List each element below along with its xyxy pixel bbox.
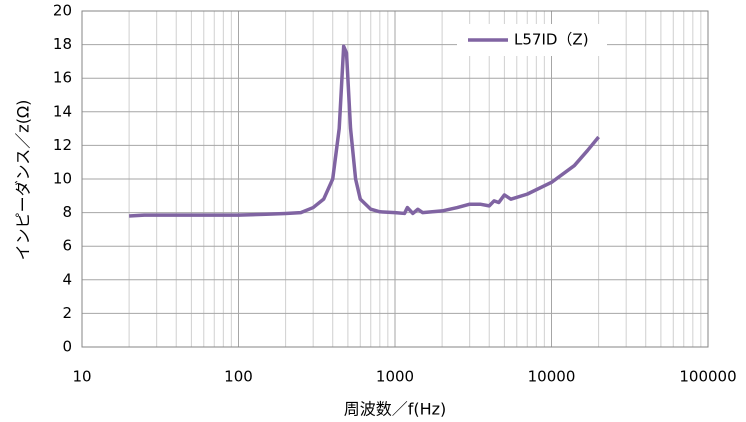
legend-label: L57ID（Z) <box>514 31 589 49</box>
y-tick-label: 14 <box>53 102 72 120</box>
y-tick-label: 8 <box>62 203 72 221</box>
plot-border <box>81 10 709 348</box>
y-tick-label: 16 <box>53 69 72 87</box>
y-tick-label: 0 <box>62 338 72 356</box>
y-tick-label: 10 <box>53 170 72 188</box>
y-axis-title: インピーダンス／z(Ω) <box>14 100 33 261</box>
data-line <box>129 44 600 218</box>
y-tick-label: 2 <box>62 304 72 322</box>
x-tick-label: 1000 <box>376 368 414 386</box>
x-tick-label: 100 <box>224 368 253 386</box>
x-tick-label: 10 <box>72 368 91 386</box>
y-tick-label: 4 <box>62 270 72 288</box>
y-tick-label: 20 <box>53 2 72 20</box>
y-tick-label: 6 <box>62 237 72 255</box>
x-tick-label: 100000 <box>679 368 736 386</box>
y-tick-label: 12 <box>53 136 72 154</box>
y-tick-label: 18 <box>53 35 72 53</box>
x-tick-label: 10000 <box>528 368 576 386</box>
x-axis-title: 周波数／f(Hz) <box>344 400 447 419</box>
